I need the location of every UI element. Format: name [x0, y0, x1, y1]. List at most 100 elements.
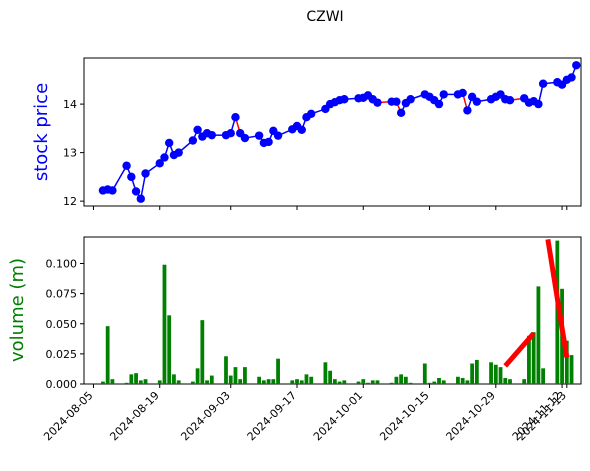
volume-bar — [465, 380, 470, 384]
volume-bar — [101, 381, 105, 384]
volume-bar — [427, 382, 432, 384]
volume-bar — [162, 264, 167, 384]
volume-bar — [233, 367, 238, 384]
volume-y-label: volume (m) — [7, 258, 28, 362]
volume-bar — [503, 377, 508, 384]
volume-bar — [243, 367, 247, 384]
volume-x-tick-label: 2024-10-01 — [311, 389, 365, 443]
price-y-ticks: 12 13 14 — [63, 98, 84, 208]
price-point — [434, 99, 444, 109]
volume-bar — [295, 379, 299, 384]
volume-bar — [105, 326, 110, 384]
price-point — [572, 61, 581, 70]
volume-y-tick-label: 0.100 — [46, 258, 78, 271]
volume-bar — [309, 376, 314, 384]
volume-bar — [238, 379, 243, 384]
volume-bar — [342, 380, 347, 384]
price-point — [534, 99, 543, 109]
volume-bar — [460, 377, 465, 384]
price-series — [102, 65, 577, 200]
volume-bar — [138, 380, 143, 384]
volume-bar — [527, 335, 531, 384]
price-y-tick-label: 13 — [63, 147, 77, 160]
volume-bar — [190, 381, 195, 384]
price-point — [463, 106, 472, 115]
price-point — [207, 130, 216, 140]
price-point — [505, 96, 515, 105]
price-point — [254, 131, 264, 140]
volume-bar — [441, 380, 446, 384]
volume-y-tick-label: 0.075 — [46, 288, 78, 301]
volume-x-tick-label: 2024-11-13 — [515, 389, 569, 443]
volume-bar — [332, 379, 337, 384]
price-point — [122, 161, 131, 170]
volume-bar — [261, 380, 266, 384]
price-point — [538, 79, 548, 88]
price-point — [174, 148, 183, 157]
volume-bar — [328, 370, 333, 384]
volume-x-tick-label: 2024-09-17 — [245, 389, 299, 443]
volume-bar — [205, 380, 209, 384]
volume-bar — [129, 374, 134, 384]
price-panel: 12 13 14 stock price — [31, 57, 582, 210]
volume-trend-lines — [503, 239, 570, 368]
volume-bar — [304, 374, 309, 384]
price-point — [297, 125, 306, 135]
price-point — [188, 136, 198, 145]
price-line-segment — [111, 165, 128, 191]
volume-bar — [489, 362, 493, 384]
volume-bar — [399, 374, 404, 384]
volume-bar — [143, 379, 148, 384]
volume-trend-line — [545, 239, 570, 358]
price-point — [165, 138, 174, 148]
volume-bar — [493, 364, 498, 384]
volume-bars — [101, 240, 574, 384]
volume-bar — [456, 376, 460, 384]
volume-bar — [408, 382, 413, 384]
price-point — [240, 133, 250, 143]
price-point — [307, 109, 316, 119]
price-point — [136, 194, 145, 203]
price-point — [567, 73, 576, 82]
volume-bar — [564, 340, 569, 384]
volume-bar — [276, 358, 280, 384]
price-y-tick-label: 14 — [63, 98, 77, 111]
volume-x-tick-label: 2024-08-05 — [41, 389, 95, 443]
volume-bar — [224, 356, 228, 384]
volume-bar — [200, 320, 205, 384]
price-point — [155, 159, 164, 168]
volume-bar — [124, 382, 129, 384]
volume-y-tick-label: 0.025 — [46, 348, 78, 361]
volume-bar — [271, 379, 276, 384]
price-x-ticks — [92, 206, 568, 210]
volume-bar — [134, 373, 138, 384]
price-line-segment — [140, 173, 147, 199]
volume-bar — [370, 380, 375, 384]
volume-bar — [531, 332, 536, 384]
volume-bar — [361, 379, 366, 384]
price-point — [131, 187, 141, 196]
price-point — [108, 186, 117, 195]
volume-bar — [422, 363, 427, 384]
price-point — [141, 169, 150, 178]
volume-bar — [508, 379, 512, 384]
volume-bar — [569, 355, 574, 384]
price-markers — [98, 61, 581, 203]
volume-bar — [498, 367, 503, 384]
price-point — [226, 129, 235, 138]
price-point — [264, 137, 273, 147]
volume-bar — [394, 376, 399, 384]
volume-bar — [375, 380, 380, 384]
volume-y-tick-label: 0.050 — [46, 318, 78, 331]
volume-x-tick-label: 2024-08-19 — [107, 389, 161, 443]
volume-bar — [209, 375, 214, 384]
volume-bar — [323, 362, 328, 384]
price-point — [392, 97, 401, 106]
volume-bar — [228, 375, 233, 384]
volume-bar — [290, 380, 295, 384]
price-point — [127, 172, 136, 182]
volume-bar — [110, 379, 115, 384]
volume-bar — [257, 376, 262, 384]
